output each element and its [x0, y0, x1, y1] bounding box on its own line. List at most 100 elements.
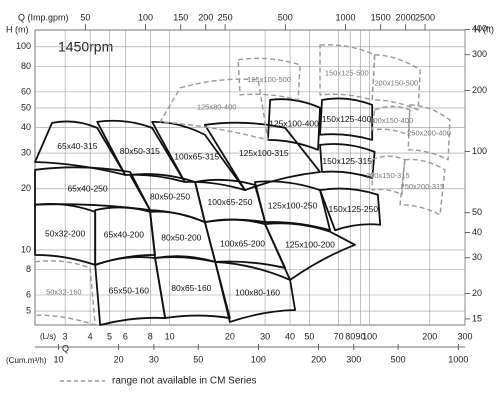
- pump-region: [319, 44, 376, 101]
- x-tick-label: 40: [285, 331, 295, 341]
- x2-tick-label: 1000: [448, 354, 468, 364]
- x-tick-label: 20: [225, 331, 235, 341]
- x-tick-label: 30: [260, 331, 270, 341]
- region-label: 150x125-250: [328, 204, 378, 214]
- pump-region: [159, 78, 269, 141]
- region-label: 65x40-200: [104, 230, 144, 240]
- region-label: 125x100-200: [285, 239, 335, 249]
- top-axis-label: Q (Imp.gpm): [18, 12, 69, 22]
- region-label: 100x80-160: [235, 288, 280, 298]
- pump-region: [371, 155, 406, 196]
- pump-region: [399, 158, 446, 216]
- x2-tick-label: 100: [251, 354, 266, 364]
- x3-tick-label: 250: [218, 12, 233, 22]
- y-tick-label: 5: [26, 305, 31, 315]
- pump-region: [319, 97, 374, 141]
- pump-region: [407, 104, 451, 161]
- x-tick-label: 90: [355, 331, 365, 341]
- x-tick-label: 200: [422, 331, 437, 341]
- x-tick-label: 50: [304, 331, 314, 341]
- y2-tick-label: 100: [472, 146, 487, 156]
- x2-tick-label: 300: [346, 354, 361, 364]
- region-label: 50x32-160: [46, 287, 81, 296]
- region-label: 100x65-315: [174, 151, 219, 161]
- legend-text: range not available in CM Series: [112, 376, 257, 387]
- x2-tick-label: 10: [53, 354, 63, 364]
- region-label: 65x50-160: [109, 286, 149, 296]
- y-axis-label: H (m): [6, 24, 29, 34]
- region-label: 125x100-400: [269, 119, 319, 129]
- x-tick-label: 100: [362, 331, 377, 341]
- region-label: 250x200-400: [407, 129, 451, 138]
- y2-tick-label: 400: [472, 24, 487, 34]
- region-label: 80x50-250: [150, 192, 190, 202]
- x-tick-label: 70: [334, 331, 344, 341]
- pump-region: [319, 187, 382, 232]
- region-label: 250x200-315: [401, 182, 445, 191]
- region-label: 125x100-315: [239, 148, 289, 158]
- y-tick-label: 60: [21, 86, 31, 96]
- x2-axis-label: (Cum.m³/h): [6, 356, 47, 365]
- x-tick-label: 3: [63, 331, 68, 341]
- y-tick-label: 100: [16, 41, 31, 51]
- x3-tick-label: 2000: [396, 12, 416, 22]
- region-label: 50x32-200: [45, 228, 85, 238]
- region-label: 200x150-315: [366, 171, 410, 180]
- pump-region: [267, 98, 321, 151]
- region-label: 100x65-200: [220, 238, 265, 248]
- x3-tick-label: 50: [80, 12, 90, 22]
- y-tick-label: 80: [21, 61, 31, 71]
- y2-tick-label: 40: [472, 227, 482, 237]
- x3-tick-label: 100: [138, 12, 153, 22]
- pump-region: [371, 54, 421, 111]
- x-tick-label: 80: [345, 331, 355, 341]
- x2-tick-label: 50: [193, 354, 203, 364]
- x3-tick-label: 200: [198, 12, 213, 22]
- y-tick-label: 10: [21, 244, 31, 254]
- pump-region: [254, 180, 331, 232]
- pump-region: [319, 143, 376, 179]
- region-label: 200x150-500: [374, 79, 418, 88]
- region-label: 200x150-400: [369, 116, 413, 125]
- x-tick-label: 8: [148, 331, 153, 341]
- x-tick-label: 6: [123, 331, 128, 341]
- region-label: 80x50-315: [120, 146, 160, 156]
- x2-tick-label: 500: [391, 354, 406, 364]
- x-axis-symbol: Q: [62, 343, 69, 353]
- pump-region: [264, 222, 356, 281]
- region-label: 125x100-500: [247, 75, 291, 84]
- x3-tick-label: 1500: [371, 12, 391, 22]
- region-label: 150x125-315: [322, 156, 372, 166]
- x3-tick-label: 1000: [335, 12, 355, 22]
- region-label: 125x100-250: [268, 200, 318, 210]
- pump-region: [203, 121, 321, 192]
- region-label: 65x40-250: [67, 183, 107, 193]
- x3-tick-label: 150: [173, 12, 188, 22]
- y2-tick-label: 200: [472, 85, 487, 95]
- x-tick-label: 10: [165, 331, 175, 341]
- x2-tick-label: 200: [311, 354, 326, 364]
- y2-axis-label: H (ft): [474, 24, 494, 34]
- y2-tick-label: 300: [472, 49, 487, 59]
- y-tick-label: 40: [21, 122, 31, 132]
- x3-tick-label: 500: [278, 12, 293, 22]
- y2-tick-label: 30: [472, 252, 482, 262]
- x-tick-label: 4: [88, 331, 93, 341]
- x-tick-label: 300: [457, 331, 472, 341]
- region-label: 150x125-500: [325, 69, 369, 78]
- x2-tick-label: 30: [149, 354, 159, 364]
- region-label: 80x50-200: [161, 233, 201, 243]
- region-label: 150x125-400: [322, 114, 372, 124]
- region-label: 80x65-160: [171, 283, 211, 293]
- y2-tick-label: 15: [472, 313, 482, 323]
- y-tick-label: 50: [21, 102, 31, 112]
- y2-tick-label: 50: [472, 207, 482, 217]
- x-axis-label: (L/s): [40, 332, 56, 341]
- y-tick-label: 30: [21, 147, 31, 157]
- y-tick-label: 6: [26, 289, 31, 299]
- pump-region: [34, 260, 96, 326]
- pump-region: [214, 261, 297, 323]
- region-label: 65x40-315: [57, 141, 97, 151]
